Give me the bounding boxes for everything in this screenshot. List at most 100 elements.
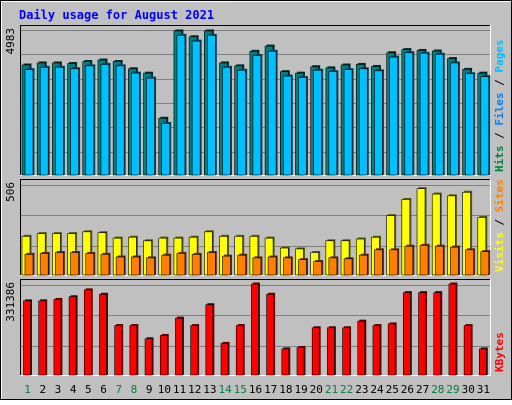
x-tick-label: 25: [386, 383, 399, 396]
bar-sites: [70, 252, 79, 276]
bar-files: [450, 62, 459, 176]
bar-files: [404, 52, 414, 176]
bar-files: [222, 67, 231, 176]
legend-entry: /: [493, 126, 506, 146]
bar-files: [70, 68, 79, 176]
bar-sites: [146, 257, 155, 276]
bar-kbytes: [357, 320, 366, 376]
bar-sites: [207, 252, 216, 276]
legend-entry: Files: [493, 93, 506, 126]
bar-files: [176, 35, 186, 176]
chart-title: Daily usage for August 2021: [19, 8, 214, 22]
bar-files: [100, 64, 110, 176]
bar-sites: [389, 249, 398, 276]
bar-kbytes: [129, 325, 138, 376]
x-tick-label: 18: [279, 383, 292, 396]
bar-kbytes: [144, 338, 153, 376]
bar-files: [434, 53, 444, 176]
x-tick-label: 27: [416, 383, 429, 396]
y-axis-max-label: 331386: [4, 282, 17, 322]
bar-kbytes: [38, 300, 46, 376]
x-tick-label: 15: [234, 383, 247, 396]
x-tick-label: 4: [70, 383, 77, 396]
bar-files: [328, 71, 338, 176]
bar-kbytes: [23, 300, 31, 376]
bar-sites: [465, 249, 474, 276]
bar-sites: [222, 255, 231, 276]
chart-panels: 4983 Hits / Files / Pages 506 Visits / Site…: [4, 25, 506, 376]
x-tick-label: 13: [203, 383, 216, 396]
bar-files: [24, 69, 34, 176]
bar-files: [267, 51, 277, 176]
bar-kbytes: [205, 304, 214, 376]
bar-files: [389, 56, 398, 176]
bar-files: [161, 123, 171, 176]
bar-kbytes: [251, 283, 259, 376]
bar-files: [358, 68, 368, 176]
bar-kbytes: [448, 283, 457, 376]
legend: Visits / Sites: [493, 179, 506, 272]
bar-sites: [24, 254, 34, 276]
bar-files: [146, 77, 155, 176]
bar-kbytes: [220, 343, 229, 376]
bar-files: [237, 69, 247, 176]
legend-entry: KBytes: [493, 332, 506, 372]
bar-kbytes: [403, 292, 411, 376]
legend-entry: /: [493, 73, 506, 93]
bar-sites: [343, 258, 353, 276]
legend: KBytes: [493, 332, 506, 372]
bar-sites: [419, 245, 429, 276]
x-tick-label: 28: [431, 383, 444, 396]
x-tick-label: 16: [249, 383, 262, 396]
bar-kbytes: [418, 292, 426, 376]
x-axis: 1 2 3 4 5 6 7 8 9 10 11 12 13 14 15 16 17 18 19 20 21 22 23 24 2…: [24, 383, 490, 396]
bar-files: [39, 67, 49, 176]
bar-sites: [131, 256, 140, 276]
bar-kbytes: [281, 348, 290, 376]
bar-kbytes: [433, 292, 442, 376]
bar-kbytes: [266, 293, 274, 376]
bar-kbytes: [311, 327, 320, 376]
bar-files: [85, 65, 95, 176]
bar-sites: [267, 256, 277, 276]
bar-kbytes: [114, 325, 122, 376]
bar-sites: [100, 254, 110, 276]
bar-kbytes: [479, 348, 487, 376]
bar-kbytes: [463, 325, 472, 376]
x-tick-label: 26: [401, 383, 414, 396]
bar-files: [298, 77, 307, 176]
x-tick-label: 6: [100, 383, 107, 396]
bar-kbytes: [68, 296, 77, 376]
bar-kbytes: [387, 323, 396, 376]
bar-sites: [450, 246, 459, 276]
bar-sites: [39, 253, 49, 276]
bar-files: [191, 40, 201, 176]
bar-kbytes: [327, 327, 335, 376]
bar-kbytes: [342, 327, 350, 376]
bar-sites: [115, 256, 125, 276]
bar-files: [282, 75, 292, 176]
legend-entry: Sites: [493, 179, 506, 212]
bar-kbytes: [175, 317, 183, 376]
bar-kbytes: [190, 325, 198, 376]
x-tick-label: 3: [55, 383, 62, 396]
bar-files: [252, 55, 262, 176]
bar-files: [115, 65, 125, 176]
bar-sites: [404, 245, 414, 276]
x-tick-label: 20: [310, 383, 323, 396]
x-tick-label: 10: [158, 383, 171, 396]
bar-kbytes: [296, 347, 305, 376]
bar-sites: [313, 261, 322, 276]
bar-kbytes: [159, 335, 168, 376]
bar-sites: [85, 253, 95, 276]
bar-sites: [176, 253, 186, 276]
bar-files: [480, 76, 490, 176]
y-axis-max-label: 506: [4, 182, 17, 202]
legend-entry: Pages: [493, 40, 506, 73]
x-tick-label: 2: [39, 383, 46, 396]
x-tick-label: 29: [446, 383, 459, 396]
x-tick-label: 31: [477, 383, 490, 396]
x-tick-label: 5: [85, 383, 92, 396]
bar-kbytes: [99, 293, 107, 376]
bar-sites: [298, 259, 307, 276]
